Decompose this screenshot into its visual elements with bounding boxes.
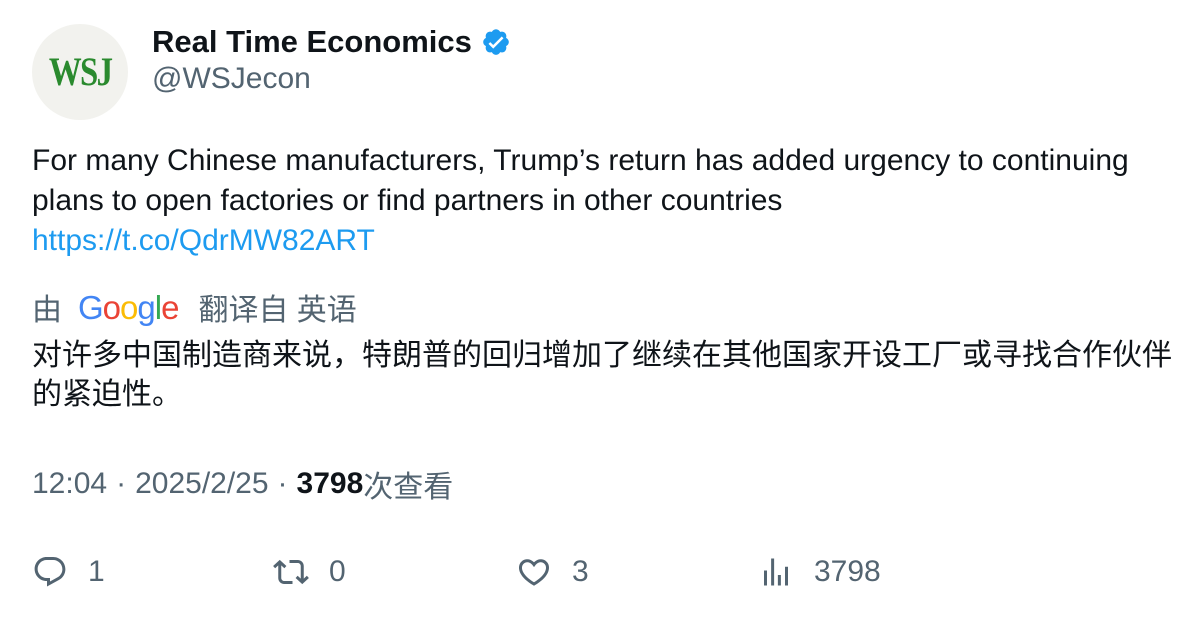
verified-badge-icon	[481, 27, 511, 57]
google-letter: o	[120, 289, 138, 326]
meta-separator: ·	[116, 467, 127, 500]
translation-attribution: 由 Google 翻译自 英语	[32, 287, 357, 327]
meta-separator: ·	[277, 467, 288, 500]
author-handle[interactable]: @WSJecon	[152, 62, 311, 95]
translated-text: 对许多中国制造商来说，特朗普的回归增加了继续在其他国家开设工厂或寻找合作伙伴的紧…	[32, 339, 1172, 411]
retweet-button[interactable]: 0	[273, 550, 346, 594]
reply-button[interactable]: 1	[32, 550, 105, 594]
google-letter: l	[154, 289, 162, 326]
views-button[interactable]: 3798	[758, 550, 881, 594]
avatar[interactable]: WSJ	[32, 24, 128, 120]
tweet-text-block: For many Chinese manufacturers, Trump’s …	[32, 141, 1162, 261]
google-letter: G	[78, 289, 104, 326]
tweet-link[interactable]: https://t.co/QdrMW82ART	[32, 224, 375, 257]
author-name-row: Real Time Economics	[152, 22, 511, 62]
like-count: 3	[572, 555, 589, 588]
reply-count: 1	[88, 555, 105, 588]
views-label: 次查看	[363, 471, 454, 504]
bar-chart-icon	[764, 558, 788, 586]
author-display-name[interactable]: Real Time Economics	[152, 24, 472, 59]
translation-prefix: 由	[32, 294, 62, 327]
retweet-icon	[273, 559, 309, 585]
tweet-meta: 12:04 · 2025/2/25 · 3798 次查看	[32, 464, 453, 504]
wsj-logo: WSJ	[48, 49, 113, 94]
google-letter: g	[137, 289, 155, 326]
action-bar: 1 0 3 3798	[32, 550, 1132, 594]
google-letter: o	[102, 289, 121, 326]
views-action-count: 3798	[814, 555, 881, 588]
tweet-date[interactable]: 2025/2/25	[135, 467, 269, 500]
retweet-count: 0	[329, 555, 346, 588]
google-letter: e	[161, 289, 179, 326]
tweet-time[interactable]: 12:04	[32, 467, 108, 500]
tweet-text: For many Chinese manufacturers, Trump’s …	[32, 144, 1129, 217]
like-button[interactable]: 3	[516, 550, 589, 594]
views-count: 3798	[296, 467, 364, 500]
heart-icon	[518, 559, 550, 586]
reply-bubble-icon	[34, 557, 66, 587]
google-logo: Google	[78, 289, 179, 327]
translation-source-language: 翻译自 英语	[198, 294, 357, 327]
